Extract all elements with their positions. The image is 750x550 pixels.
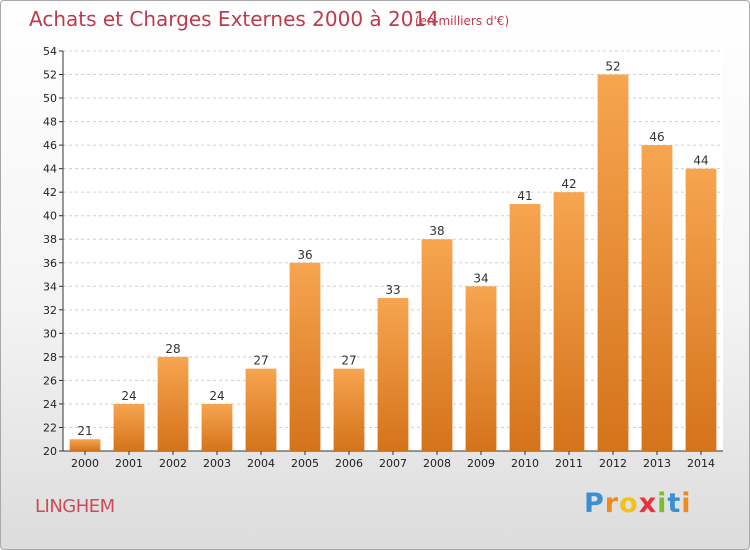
y-tick-label: 52 <box>43 69 57 82</box>
x-tick-label-2012: 2012 <box>599 457 627 470</box>
y-tick-label: 54 <box>43 45 57 58</box>
x-tick-label-2008: 2008 <box>423 457 451 470</box>
location-label: LINGHEM <box>35 496 115 517</box>
y-tick-label: 22 <box>43 421 57 434</box>
x-tick-label-2007: 2007 <box>379 457 407 470</box>
y-tick-label: 30 <box>43 327 57 340</box>
bar-2006 <box>333 368 365 451</box>
data-label-2010: 41 <box>517 189 532 203</box>
x-tick-label-2009: 2009 <box>467 457 495 470</box>
x-tick-label-2000: 2000 <box>71 457 99 470</box>
logo-letter: i <box>657 488 668 519</box>
bar-2001 <box>113 403 145 451</box>
y-tick-label: 32 <box>43 304 57 317</box>
y-tick-label: 34 <box>43 280 57 293</box>
data-label-2004: 27 <box>253 354 268 368</box>
y-tick-label: 20 <box>43 445 57 458</box>
y-tick-label: 48 <box>43 116 57 129</box>
x-tick-label-2004: 2004 <box>247 457 275 470</box>
chart-subtitle: (en milliers d'€) <box>415 14 510 28</box>
y-tick-label: 42 <box>43 186 57 199</box>
x-tick-label-2014: 2014 <box>687 457 715 470</box>
bar-2010 <box>509 203 541 451</box>
data-label-2002: 28 <box>165 342 180 356</box>
data-label-2006: 27 <box>341 354 356 368</box>
chart-title: Achats et Charges Externes 2000 à 2014 <box>29 7 439 31</box>
data-label-2005: 36 <box>297 248 312 262</box>
x-tick-label-2001: 2001 <box>115 457 143 470</box>
data-label-2008: 38 <box>429 224 444 238</box>
bar-2002 <box>157 356 189 451</box>
logo-letter: i <box>681 488 692 519</box>
data-label-2003: 24 <box>209 389 224 403</box>
bar-2000 <box>69 439 101 451</box>
bar-2014 <box>685 168 717 451</box>
y-tick-label: 46 <box>43 139 57 152</box>
bar-2012 <box>597 74 629 451</box>
bar-2005 <box>289 262 321 451</box>
data-label-2014: 44 <box>693 154 708 168</box>
data-label-2001: 24 <box>121 389 136 403</box>
bar-2013 <box>641 145 673 451</box>
x-tick-label-2011: 2011 <box>555 457 583 470</box>
data-label-2012: 52 <box>605 60 620 74</box>
bar-2007 <box>377 298 409 451</box>
logo-letter: P <box>584 488 605 519</box>
y-tick-label: 38 <box>43 233 57 246</box>
logo-letter: o <box>619 488 639 519</box>
proxiti-logo: Proxiti <box>584 488 692 519</box>
bar-2011 <box>553 192 585 452</box>
logo-letter: r <box>604 488 620 519</box>
data-label-2000: 21 <box>77 424 92 438</box>
x-tick-label-2003: 2003 <box>203 457 231 470</box>
y-tick-label: 50 <box>43 92 57 105</box>
y-tick-label: 28 <box>43 351 57 364</box>
y-tick-label: 26 <box>43 374 57 387</box>
bar-2008 <box>421 239 453 451</box>
data-label-2009: 34 <box>473 271 488 285</box>
x-tick-label-2010: 2010 <box>511 457 539 470</box>
x-tick-label-2005: 2005 <box>291 457 319 470</box>
bar-2004 <box>245 368 277 451</box>
x-tick-label-2006: 2006 <box>335 457 363 470</box>
bar-2009 <box>465 286 497 451</box>
data-label-2011: 42 <box>561 177 576 191</box>
x-tick-label-2013: 2013 <box>643 457 671 470</box>
x-tick-label-2002: 2002 <box>159 457 187 470</box>
bar-2003 <box>201 403 233 451</box>
y-tick-label: 44 <box>43 163 57 176</box>
y-tick-label: 40 <box>43 210 57 223</box>
y-tick-label: 36 <box>43 257 57 270</box>
logo-letter: t <box>667 488 682 519</box>
data-label-2007: 33 <box>385 283 400 297</box>
y-tick-label: 24 <box>43 398 57 411</box>
logo-letter: x <box>638 488 658 519</box>
data-label-2013: 46 <box>649 130 664 144</box>
